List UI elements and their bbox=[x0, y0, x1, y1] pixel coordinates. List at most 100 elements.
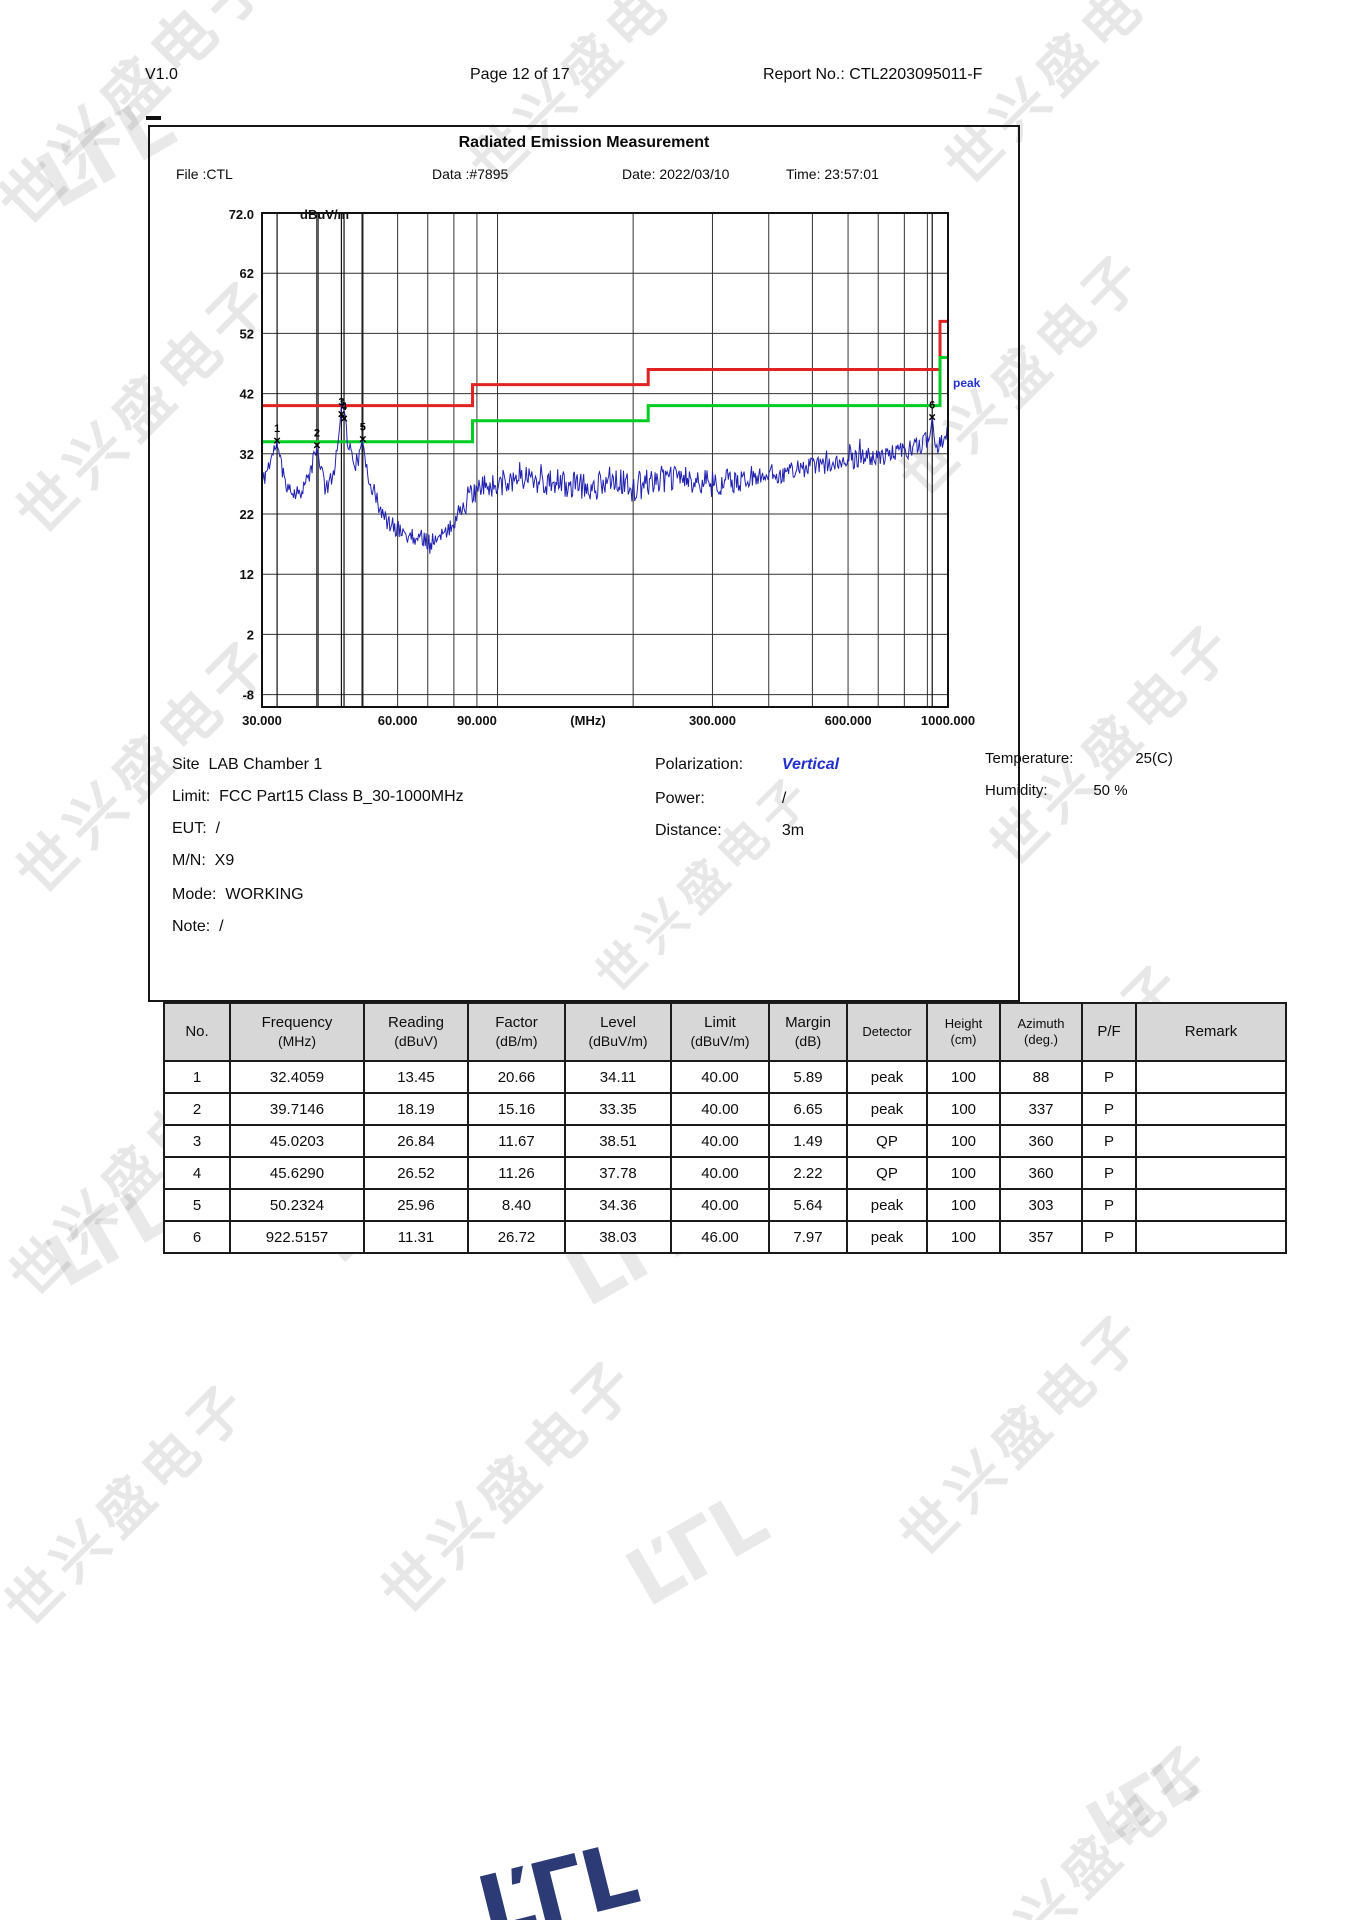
table-row: 4 45.6290 26.52 11.26 37.78 40.00 2.22 QP 100 360… bbox=[163, 1156, 1287, 1190]
info-left-0-value: LAB Chamber 1 bbox=[208, 756, 323, 773]
col-header-margin: Margin (dB) bbox=[768, 1002, 848, 1062]
table-cell: 33.35 bbox=[564, 1092, 672, 1126]
table-cell: 34.11 bbox=[564, 1060, 672, 1094]
col-header-pf: P/F bbox=[1081, 1002, 1137, 1062]
chart-date-label: Date: 2022/03/10 bbox=[622, 166, 730, 182]
watermark-logo: ĽΓL bbox=[612, 1475, 782, 1625]
table-cell: 26.52 bbox=[363, 1156, 469, 1190]
measured-trace bbox=[261, 402, 949, 554]
col-header-remark: Remark bbox=[1135, 1002, 1287, 1062]
x-tick-label: 600.000 bbox=[825, 713, 872, 728]
watermark-logo: ĽΓL bbox=[468, 1824, 647, 1920]
marker-number: 5 bbox=[360, 422, 366, 434]
info-mid-2: Distance: 3m bbox=[655, 822, 804, 840]
info-left-5-label: Note: bbox=[172, 918, 211, 935]
table-cell: 32.4059 bbox=[229, 1060, 365, 1094]
y-axis-top-label: 72.0 bbox=[229, 207, 254, 222]
table-cell: 1 bbox=[163, 1060, 231, 1094]
table-cell bbox=[1135, 1188, 1287, 1222]
marker-x-symbol: × bbox=[359, 432, 367, 447]
table-cell: peak bbox=[846, 1060, 928, 1094]
table-cell: 360 bbox=[999, 1124, 1083, 1158]
table-cell: 40.00 bbox=[670, 1124, 770, 1158]
marker-x-symbol: × bbox=[338, 407, 346, 422]
watermark-cn-text: 世兴盛电子 bbox=[369, 1344, 653, 1628]
marker-x-symbol: × bbox=[340, 411, 348, 426]
table-cell: 6 bbox=[163, 1220, 231, 1254]
table-cell bbox=[1135, 1060, 1287, 1094]
results-table: No. Frequency (MHz) Reading (dBuV) Factor (dB/… bbox=[163, 1002, 1287, 1254]
watermark-cn-text: 世兴盛电子 bbox=[888, 1298, 1159, 1569]
info-right-1-value: 50 % bbox=[1093, 782, 1128, 799]
chart-title: Radiated Emission Measurement bbox=[458, 134, 710, 151]
emission-chart: ×1×2×3×4×5×672.0 dBuV/m6252423222122-830.… bbox=[229, 207, 981, 728]
col-header-azimuth: Azimuth (deg.) bbox=[999, 1002, 1083, 1062]
info-left-1-label: Limit: bbox=[172, 788, 211, 805]
table-row: 1 32.4059 13.45 20.66 34.11 40.00 5.89 peak 100 8… bbox=[163, 1060, 1287, 1094]
chart-data-label: Data :#7895 bbox=[432, 166, 509, 182]
table-cell: 100 bbox=[926, 1092, 1001, 1126]
results-table-body: 1 32.4059 13.45 20.66 34.11 40.00 5.89 peak 100 8… bbox=[163, 1060, 1287, 1254]
plot-border bbox=[261, 212, 949, 708]
table-cell: 4 bbox=[163, 1156, 231, 1190]
table-cell bbox=[1135, 1092, 1287, 1126]
table-cell: 38.51 bbox=[564, 1124, 672, 1158]
x-axis-unit: (MHz) bbox=[570, 713, 605, 728]
table-row: 5 50.2324 25.96 8.40 34.36 40.00 5.64 peak 100 30… bbox=[163, 1188, 1287, 1222]
table-cell: peak bbox=[846, 1092, 928, 1126]
table-cell: 5 bbox=[163, 1188, 231, 1222]
info-left-2: EUT: / bbox=[172, 820, 220, 838]
table-cell: 100 bbox=[926, 1124, 1001, 1158]
info-left-4-label: Mode: bbox=[172, 886, 217, 903]
info-left-4: Mode: WORKING bbox=[172, 886, 304, 904]
table-cell: 39.7146 bbox=[229, 1092, 365, 1126]
col-header-frequency: Frequency (MHz) bbox=[229, 1002, 365, 1062]
table-row: 6 922.5157 11.31 26.72 38.03 46.00 7.97 peak 100… bbox=[163, 1220, 1287, 1254]
table-cell: 46.00 bbox=[670, 1220, 770, 1254]
col-header-factor: Factor (dB/m) bbox=[467, 1002, 566, 1062]
info-right-1-label: Humidity: bbox=[985, 782, 1048, 799]
limit-line bbox=[262, 319, 948, 408]
table-cell: 360 bbox=[999, 1156, 1083, 1190]
info-left-0-label: Site bbox=[172, 756, 200, 773]
x-tick-label: 30.000 bbox=[242, 713, 282, 728]
table-cell: 7.97 bbox=[768, 1220, 848, 1254]
info-left-1-value: FCC Part15 Class B_30-1000MHz bbox=[219, 788, 464, 805]
report-number: Report No.: CTL2203095011-F bbox=[763, 66, 983, 83]
col-header-detector: Detector bbox=[846, 1002, 928, 1062]
table-cell: 18.19 bbox=[363, 1092, 469, 1126]
info-mid-1-label: Power: bbox=[655, 790, 705, 807]
table-cell: 34.36 bbox=[564, 1188, 672, 1222]
table-cell: 26.72 bbox=[467, 1220, 566, 1254]
info-mid-0-label: Polarization: bbox=[655, 756, 744, 773]
table-cell: 15.16 bbox=[467, 1092, 566, 1126]
x-tick-label: 90.000 bbox=[457, 713, 497, 728]
col-header-height: Height (cm) bbox=[926, 1002, 1001, 1062]
col-header-limit: Limit (dBuV/m) bbox=[670, 1002, 770, 1062]
table-cell: 1.49 bbox=[768, 1124, 848, 1158]
table-row: 3 45.0203 26.84 11.67 38.51 40.00 1.49 QP 100 360… bbox=[163, 1124, 1287, 1158]
table-cell bbox=[1135, 1220, 1287, 1254]
info-left-4-value: WORKING bbox=[225, 886, 304, 903]
y-tick-label: 52 bbox=[240, 326, 254, 341]
table-cell: 40.00 bbox=[670, 1188, 770, 1222]
info-right-1: Humidity: 50 % bbox=[985, 782, 1128, 799]
table-cell: 50.2324 bbox=[229, 1188, 365, 1222]
marker-number: 1 bbox=[274, 423, 280, 435]
table-cell: 357 bbox=[999, 1220, 1083, 1254]
table-row: 2 39.7146 18.19 15.16 33.35 40.00 6.65 peak 100 3… bbox=[163, 1092, 1287, 1126]
y-tick-label: 62 bbox=[240, 266, 254, 281]
table-cell: 37.78 bbox=[564, 1156, 672, 1190]
table-cell: 100 bbox=[926, 1060, 1001, 1094]
table-cell: 5.64 bbox=[768, 1188, 848, 1222]
table-cell: 11.67 bbox=[467, 1124, 566, 1158]
info-mid-2-label: Distance: bbox=[655, 822, 722, 839]
y-tick-label: 22 bbox=[240, 507, 254, 522]
watermark-cn-text: 世兴盛电子 bbox=[0, 1368, 264, 1639]
table-cell: P bbox=[1081, 1060, 1137, 1094]
page-number: Page 12 of 17 bbox=[470, 66, 570, 83]
info-mid-1-value: / bbox=[781, 790, 787, 807]
table-cell: P bbox=[1081, 1092, 1137, 1126]
table-cell bbox=[1135, 1156, 1287, 1190]
